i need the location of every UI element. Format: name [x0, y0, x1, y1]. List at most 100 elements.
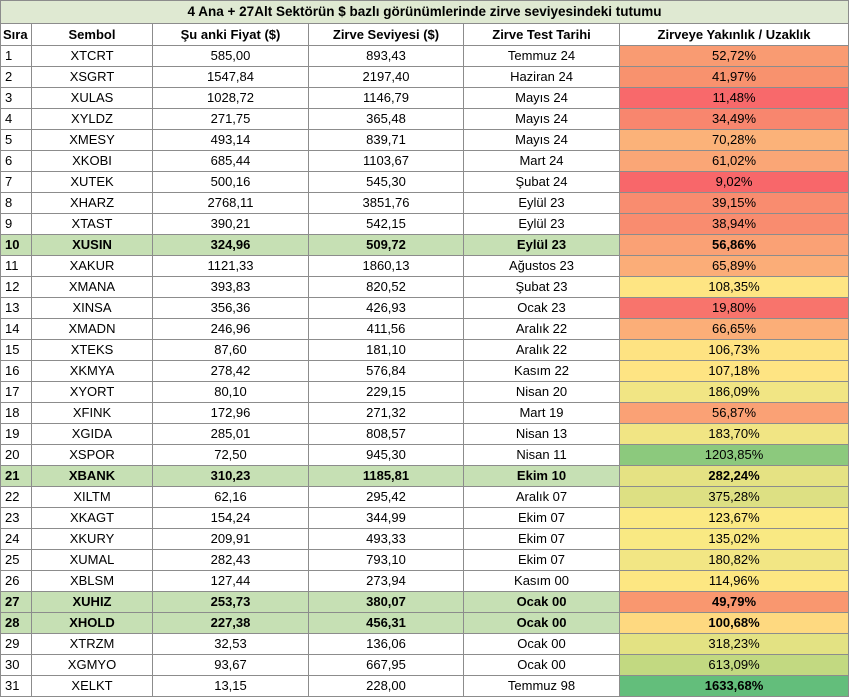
rank-cell: 11 — [0, 255, 32, 277]
distance-to-peak-cell: 65,89% — [618, 255, 849, 277]
table-row: 16 XKMYA 278,42 576,84 Kasım 22 107,18% — [0, 360, 849, 382]
peak-level-cell: 1860,13 — [308, 255, 464, 277]
current-price-cell: 13,15 — [152, 675, 309, 697]
peak-test-date-cell: Kasım 00 — [463, 570, 620, 592]
rank-cell: 4 — [0, 108, 32, 130]
rank-cell: 27 — [0, 591, 32, 613]
rank-cell: 14 — [0, 318, 32, 340]
peak-test-date-cell: Şubat 23 — [463, 276, 620, 298]
peak-test-date-cell: Ocak 23 — [463, 297, 620, 319]
peak-level-cell: 136,06 — [308, 633, 464, 655]
peak-level-cell: 411,56 — [308, 318, 464, 340]
current-price-cell: 282,43 — [152, 549, 309, 571]
distance-to-peak-cell: 114,96% — [618, 570, 849, 592]
rank-cell: 6 — [0, 150, 32, 172]
symbol-cell: XYORT — [31, 381, 153, 403]
current-price-cell: 253,73 — [152, 591, 309, 613]
peak-level-cell: 545,30 — [308, 171, 464, 193]
peak-test-date-cell: Nisan 13 — [463, 423, 620, 445]
rank-cell: 3 — [0, 87, 32, 109]
rank-cell: 15 — [0, 339, 32, 361]
table-row: 27 XUHIZ 253,73 380,07 Ocak 00 49,79% — [0, 591, 849, 613]
symbol-cell: XTEKS — [31, 339, 153, 361]
peak-level-cell: 426,93 — [308, 297, 464, 319]
symbol-cell: XKMYA — [31, 360, 153, 382]
rank-cell: 26 — [0, 570, 32, 592]
peak-level-cell: 493,33 — [308, 528, 464, 550]
rank-cell: 25 — [0, 549, 32, 571]
current-price-cell: 1121,33 — [152, 255, 309, 277]
rank-cell: 12 — [0, 276, 32, 298]
symbol-cell: XHOLD — [31, 612, 153, 634]
current-price-cell: 390,21 — [152, 213, 309, 235]
symbol-cell: XBLSM — [31, 570, 153, 592]
table-row: 7 XUTEK 500,16 545,30 Şubat 24 9,02% — [0, 171, 849, 193]
table-row: 18 XFINK 172,96 271,32 Mart 19 56,87% — [0, 402, 849, 424]
peak-level-cell: 181,10 — [308, 339, 464, 361]
peak-test-date-cell: Temmuz 98 — [463, 675, 620, 697]
peak-test-date-cell: Aralık 07 — [463, 486, 620, 508]
peak-level-cell: 893,43 — [308, 45, 464, 67]
peak-level-cell: 295,42 — [308, 486, 464, 508]
peak-level-cell: 228,00 — [308, 675, 464, 697]
distance-to-peak-cell: 52,72% — [618, 45, 849, 67]
rank-cell: 30 — [0, 654, 32, 676]
distance-to-peak-cell: 11,48% — [618, 87, 849, 109]
symbol-cell: XSGRT — [31, 66, 153, 88]
distance-to-peak-cell: 34,49% — [618, 108, 849, 130]
current-price-cell: 80,10 — [152, 381, 309, 403]
symbol-cell: XKAGT — [31, 507, 153, 529]
header-symbol: Sembol — [31, 23, 153, 46]
current-price-cell: 685,44 — [152, 150, 309, 172]
symbol-cell: XKOBI — [31, 150, 153, 172]
symbol-cell: XAKUR — [31, 255, 153, 277]
rank-cell: 18 — [0, 402, 32, 424]
table-row: 13 XINSA 356,36 426,93 Ocak 23 19,80% — [0, 297, 849, 319]
rank-cell: 20 — [0, 444, 32, 466]
symbol-cell: XUSIN — [31, 234, 153, 256]
distance-to-peak-cell: 1203,85% — [618, 444, 849, 466]
symbol-cell: XUMAL — [31, 549, 153, 571]
rank-cell: 7 — [0, 171, 32, 193]
table-row: 2 XSGRT 1547,84 2197,40 Haziran 24 41,97% — [0, 66, 849, 88]
distance-to-peak-cell: 41,97% — [618, 66, 849, 88]
current-price-cell: 500,16 — [152, 171, 309, 193]
distance-to-peak-cell: 186,09% — [618, 381, 849, 403]
table-row: 11 XAKUR 1121,33 1860,13 Ağustos 23 65,89% — [0, 255, 849, 277]
table-row: 12 XMANA 393,83 820,52 Şubat 23 108,35% — [0, 276, 849, 298]
current-price-cell: 356,36 — [152, 297, 309, 319]
symbol-cell: XMESY — [31, 129, 153, 151]
symbol-cell: XBANK — [31, 465, 153, 487]
peak-test-date-cell: Mayıs 24 — [463, 108, 620, 130]
current-price-cell: 154,24 — [152, 507, 309, 529]
peak-test-date-cell: Aralık 22 — [463, 318, 620, 340]
peak-level-cell: 1185,81 — [308, 465, 464, 487]
peak-level-cell: 839,71 — [308, 129, 464, 151]
peak-test-date-cell: Ocak 00 — [463, 633, 620, 655]
peak-test-date-cell: Ocak 00 — [463, 654, 620, 676]
peak-level-cell: 2197,40 — [308, 66, 464, 88]
table-row: 1 XTCRT 585,00 893,43 Temmuz 24 52,72% — [0, 45, 849, 67]
distance-to-peak-cell: 49,79% — [618, 591, 849, 613]
current-price-cell: 310,23 — [152, 465, 309, 487]
distance-to-peak-cell: 9,02% — [618, 171, 849, 193]
table-row: 6 XKOBI 685,44 1103,67 Mart 24 61,02% — [0, 150, 849, 172]
rank-cell: 5 — [0, 129, 32, 151]
distance-to-peak-cell: 70,28% — [618, 129, 849, 151]
peak-level-cell: 945,30 — [308, 444, 464, 466]
distance-to-peak-cell: 135,02% — [618, 528, 849, 550]
peak-test-date-cell: Temmuz 24 — [463, 45, 620, 67]
rank-cell: 13 — [0, 297, 32, 319]
rank-cell: 24 — [0, 528, 32, 550]
distance-to-peak-cell: 123,67% — [618, 507, 849, 529]
table-row: 24 XKURY 209,91 493,33 Ekim 07 135,02% — [0, 528, 849, 550]
peak-test-date-cell: Ocak 00 — [463, 591, 620, 613]
current-price-cell: 585,00 — [152, 45, 309, 67]
rank-cell: 28 — [0, 612, 32, 634]
header-peak-test-date: Zirve Test Tarihi — [463, 23, 620, 46]
peak-level-cell: 273,94 — [308, 570, 464, 592]
peak-level-cell: 344,99 — [308, 507, 464, 529]
current-price-cell: 1547,84 — [152, 66, 309, 88]
table-row: 26 XBLSM 127,44 273,94 Kasım 00 114,96% — [0, 570, 849, 592]
